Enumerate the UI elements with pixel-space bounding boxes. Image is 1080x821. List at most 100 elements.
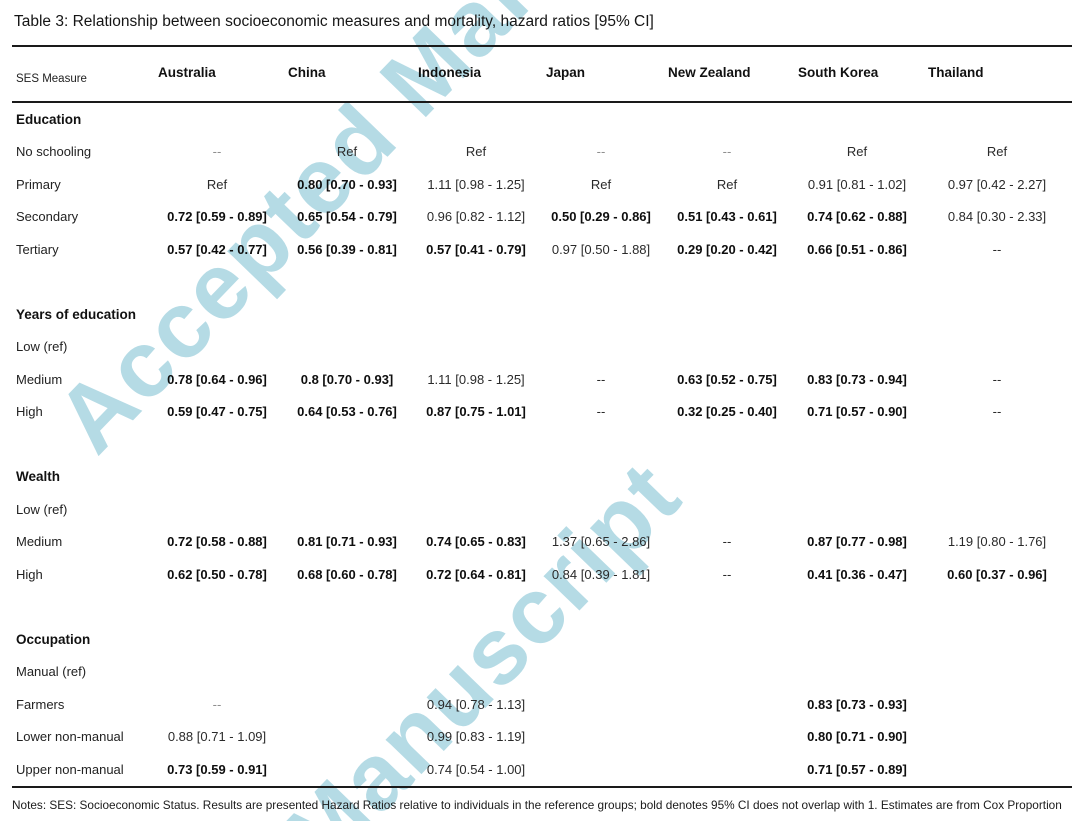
spacer-cell: [12, 591, 1072, 624]
table-row: Medium 0.78 [0.64 - 0.96] 0.8 [0.70 - 0.93…: [12, 363, 1072, 396]
table-row: Medium 0.72 [0.58 - 0.88] 0.81 [0.71 - 0.9…: [12, 526, 1072, 559]
section-header: Education: [16, 111, 82, 127]
hazard-ratio-cell: 0.71 [0.57 - 0.90]: [807, 404, 907, 420]
column-header-ses-measure: SES Measure: [16, 73, 87, 85]
hazard-ratio-cell: [282, 688, 412, 721]
hazard-ratio-cell: 0.91 [0.81 - 1.02]: [807, 176, 907, 192]
hazard-ratio-cell: [540, 688, 662, 721]
hazard-ratio-cell: 0.72 [0.58 - 0.88]: [167, 534, 267, 550]
table-body: Education No schooling -- Ref Ref -- -- Ref Ref P…: [12, 102, 1072, 787]
hazard-ratio-cell: [152, 493, 282, 526]
hazard-ratio-cell: 1.37 [0.65 - 2.86]: [551, 534, 651, 550]
table-row: High 0.59 [0.47 - 0.75] 0.64 [0.53 - 0.76]…: [12, 396, 1072, 429]
hazard-ratio-cell: 0.84 [0.30 - 2.33]: [947, 209, 1047, 225]
hazard-ratio-cell: 0.63 [0.52 - 0.75]: [677, 371, 777, 387]
hazard-ratio-cell: 0.87 [0.77 - 0.98]: [807, 534, 907, 550]
hazard-ratio-cell: [152, 331, 282, 364]
hazard-ratio-cell: --: [992, 371, 1002, 387]
column-header-south-korea: South Korea: [798, 64, 879, 80]
row-label: Low (ref): [16, 501, 68, 517]
section-header: Wealth: [16, 469, 61, 485]
hazard-ratio-cell: --: [722, 144, 732, 160]
table-row: Primary Ref 0.80 [0.70 - 0.93] 1.11 [0.98 -…: [12, 168, 1072, 201]
hazard-ratio-cell: Ref: [986, 144, 1008, 160]
column-header-row: SES Measure Australia China Indonesia Ja…: [12, 46, 1072, 102]
hazard-ratio-cell: 0.66 [0.51 - 0.86]: [807, 241, 907, 257]
hazard-ratio-cell: 0.56 [0.39 - 0.81]: [297, 241, 397, 257]
hazard-ratio-cell: 0.99 [0.83 - 1.19]: [426, 729, 526, 745]
row-label: Primary: [16, 176, 61, 192]
hazard-ratio-cell: --: [596, 404, 606, 420]
hazard-ratio-cell: 0.94 [0.78 - 1.13]: [426, 696, 526, 712]
hazard-ratio-cell: 1.19 [0.80 - 1.76]: [947, 534, 1047, 550]
row-label: Medium: [16, 534, 63, 550]
hazard-ratio-cell: 0.29 [0.20 - 0.42]: [677, 241, 777, 257]
hazard-ratio-cell: [540, 493, 662, 526]
row-label: Tertiary: [16, 241, 59, 257]
hazard-ratio-cell: 0.41 [0.36 - 0.47]: [807, 566, 907, 582]
hazard-ratio-cell: [662, 753, 792, 787]
hazard-ratio-cell: 0.68 [0.60 - 0.78]: [297, 566, 397, 582]
hazard-ratio-cell: [540, 721, 662, 754]
hazard-ratio-cell: --: [722, 566, 732, 582]
hazard-ratio-cell: Ref: [206, 176, 228, 192]
hazard-ratio-cell: [412, 331, 540, 364]
hazard-ratio-cell: 0.87 [0.75 - 1.01]: [426, 404, 526, 420]
hazard-ratio-cell: [282, 493, 412, 526]
table-title: Table 3: Relationship between socioecono…: [14, 13, 654, 30]
row-label: Low (ref): [16, 339, 68, 355]
hazard-ratio-cell: [792, 656, 922, 689]
hazard-ratio-cell: 0.71 [0.57 - 0.89]: [807, 761, 907, 777]
hazard-ratio-cell: 0.80 [0.71 - 0.90]: [807, 729, 907, 745]
section-header-row: Occupation: [12, 623, 1072, 656]
hazard-ratio-cell: 0.97 [0.50 - 1.88]: [551, 241, 651, 257]
hazard-ratio-table: SES Measure Australia China Indonesia Ja…: [12, 45, 1072, 788]
hazard-ratio-cell: 0.83 [0.73 - 0.94]: [807, 371, 907, 387]
table-row: Low (ref): [12, 331, 1072, 364]
hazard-ratio-cell: [662, 688, 792, 721]
hazard-ratio-cell: --: [596, 144, 606, 160]
hazard-ratio-cell: Ref: [716, 176, 738, 192]
hazard-ratio-cell: [922, 493, 1072, 526]
row-label: High: [16, 566, 43, 582]
column-header-australia: Australia: [158, 64, 216, 80]
table-row: No schooling -- Ref Ref -- -- Ref Ref: [12, 136, 1072, 169]
row-label: Lower non-manual: [16, 729, 124, 745]
hazard-ratio-cell: 0.62 [0.50 - 0.78]: [167, 566, 267, 582]
hazard-ratio-cell: 0.72 [0.59 - 0.89]: [167, 209, 267, 225]
hazard-ratio-cell: 0.51 [0.43 - 0.61]: [677, 209, 777, 225]
hazard-ratio-cell: 0.74 [0.62 - 0.88]: [807, 209, 907, 225]
table-row: Low (ref): [12, 493, 1072, 526]
hazard-ratio-cell: Ref: [846, 144, 868, 160]
row-label: Secondary: [16, 209, 79, 225]
hazard-ratio-cell: 0.59 [0.47 - 0.75]: [167, 404, 267, 420]
hazard-ratio-cell: [282, 721, 412, 754]
table-row: Farmers -- 0.94 [0.78 - 1.13] 0.83 [0.73 - …: [12, 688, 1072, 721]
column-header-thailand: Thailand: [928, 64, 984, 80]
table-row: High 0.62 [0.50 - 0.78] 0.68 [0.60 - 0.78]…: [12, 558, 1072, 591]
section-spacer-row: [12, 591, 1072, 624]
hazard-ratio-cell: Ref: [590, 176, 612, 192]
hazard-ratio-cell: [662, 331, 792, 364]
hazard-ratio-cell: [282, 753, 412, 787]
hazard-ratio-cell: 0.83 [0.73 - 0.93]: [807, 696, 907, 712]
hazard-ratio-cell: [540, 656, 662, 689]
hazard-ratio-cell: [792, 493, 922, 526]
hazard-ratio-cell: 0.72 [0.64 - 0.81]: [426, 566, 526, 582]
row-label: High: [16, 404, 43, 420]
table-row: Lower non-manual 0.88 [0.71 - 1.09] 0.99 […: [12, 721, 1072, 754]
row-label: No schooling: [16, 144, 92, 160]
table-row: Tertiary 0.57 [0.42 - 0.77] 0.56 [0.39 - 0…: [12, 233, 1072, 266]
section-header: Years of education: [16, 306, 137, 322]
hazard-ratio-cell: [662, 721, 792, 754]
section-spacer-row: [12, 266, 1072, 299]
hazard-ratio-cell: [922, 753, 1072, 787]
section-header-row: Wealth: [12, 461, 1072, 494]
hazard-ratio-cell: [152, 656, 282, 689]
hazard-ratio-cell: 0.78 [0.64 - 0.96]: [167, 371, 267, 387]
hazard-ratio-cell: 0.60 [0.37 - 0.96]: [947, 566, 1047, 582]
row-label: Upper non-manual: [16, 761, 124, 777]
section-header-row: Years of education: [12, 298, 1072, 331]
section-spacer-row: [12, 428, 1072, 461]
